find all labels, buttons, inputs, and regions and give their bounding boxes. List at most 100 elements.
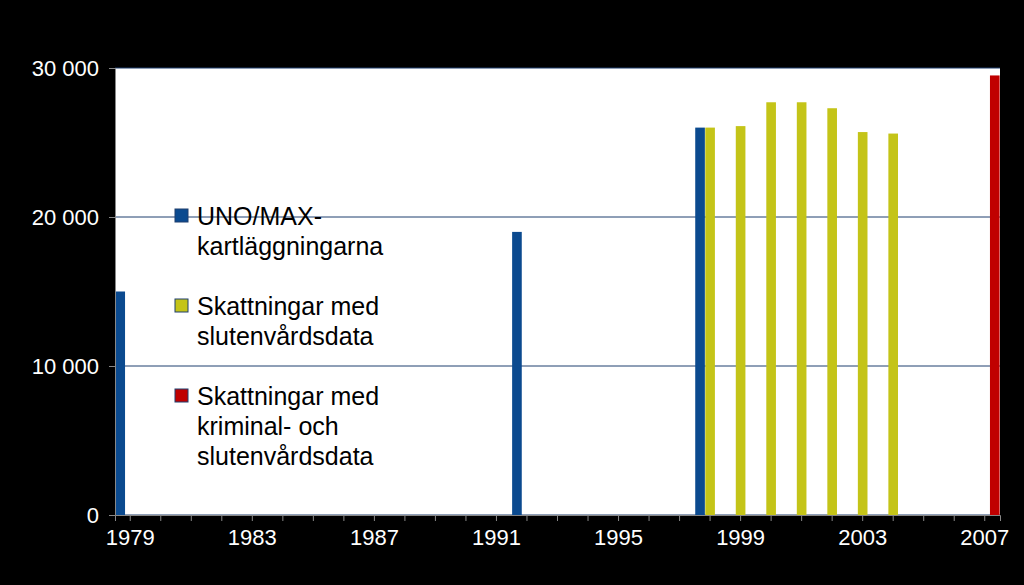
x-axis-line xyxy=(116,516,1001,522)
legend-item: Skattningar medkriminal- ochslutenvårdsd… xyxy=(175,382,379,470)
x-tick-mark xyxy=(496,515,497,521)
grid-line xyxy=(115,68,1000,69)
bar xyxy=(115,292,125,516)
x-tick xyxy=(435,515,436,521)
bars xyxy=(115,75,999,515)
x-tick-mark xyxy=(191,515,192,521)
x-tick-label: 1991 xyxy=(472,525,521,550)
x-tick-mark xyxy=(404,515,405,521)
x-tick-mark xyxy=(160,515,161,521)
x-tick-mark xyxy=(465,515,466,521)
x-tick: 1995 xyxy=(594,515,643,550)
x-tick xyxy=(191,515,192,521)
x-tick xyxy=(465,515,466,521)
x-tick-label: 1983 xyxy=(228,525,277,550)
x-tick-mark xyxy=(710,515,711,521)
series xyxy=(705,102,898,515)
x-tick-mark xyxy=(801,515,802,521)
x-tick: 2003 xyxy=(838,515,887,550)
x-tick-mark xyxy=(557,515,558,521)
x-tick-mark xyxy=(832,515,833,521)
x-tick-mark xyxy=(984,515,985,521)
bar xyxy=(888,134,898,515)
x-tick-label: 2003 xyxy=(838,525,887,550)
grid xyxy=(115,68,1000,515)
x-tick xyxy=(771,515,772,521)
x-tick-mark xyxy=(893,515,894,521)
x-tick xyxy=(893,515,894,521)
legend-item: UNO/MAX-kartläggningarna xyxy=(175,202,383,260)
x-tick xyxy=(313,515,314,521)
bar xyxy=(858,132,868,515)
y-tick: 10 000 xyxy=(32,354,115,379)
y-tick-mark xyxy=(109,366,115,367)
x-tick xyxy=(404,515,405,521)
x-axis: 1979 1983 1987 1991 1995 1999 2003 2007 xyxy=(106,515,1009,550)
legend-swatch xyxy=(175,389,188,402)
legend-label-line: slutenvårdsdata xyxy=(197,442,374,470)
x-tick xyxy=(160,515,161,521)
x-tick xyxy=(710,515,711,521)
y-axis-line xyxy=(109,69,116,516)
x-tick xyxy=(923,515,924,521)
y-tick-label: 30 000 xyxy=(32,56,99,81)
x-tick: 1979 xyxy=(106,515,155,550)
bar xyxy=(736,126,746,515)
x-tick xyxy=(282,515,283,521)
bar xyxy=(797,102,807,515)
plot: 010 00020 00030 000197919831987199119951… xyxy=(32,56,1010,550)
x-tick-mark xyxy=(954,515,955,521)
series xyxy=(990,75,1000,515)
x-tick xyxy=(832,515,833,521)
bar xyxy=(695,128,705,515)
x-tick-mark xyxy=(649,515,650,521)
x-tick-mark xyxy=(282,515,283,521)
series xyxy=(115,128,704,515)
x-tick: 1987 xyxy=(350,515,399,550)
bar xyxy=(827,108,837,515)
x-tick-mark xyxy=(343,515,344,521)
x-tick: 1999 xyxy=(716,515,765,550)
x-tick xyxy=(954,515,955,521)
x-tick-mark xyxy=(862,515,863,521)
x-tick-mark xyxy=(435,515,436,521)
legend: UNO/MAX-kartläggningarna Skattningar med s… xyxy=(175,202,383,470)
background xyxy=(0,0,1024,585)
x-tick xyxy=(221,515,222,521)
x-tick-mark xyxy=(679,515,680,521)
x-tick-label: 1987 xyxy=(350,525,399,550)
x-tick-mark xyxy=(923,515,924,521)
y-tick: 20 000 xyxy=(32,205,115,230)
x-tick: 1991 xyxy=(472,515,521,550)
plot-area xyxy=(115,68,1000,515)
x-tick-mark xyxy=(588,515,589,521)
x-tick-mark xyxy=(130,515,131,521)
x-tick-mark xyxy=(618,515,619,521)
x-tick-mark xyxy=(313,515,314,521)
chart: 010 00020 00030 000197919831987199119951… xyxy=(0,0,1024,585)
x-tick xyxy=(649,515,650,521)
legend-swatch xyxy=(175,299,188,312)
x-tick: 1983 xyxy=(228,515,277,550)
legend-label-line: Skattningar med xyxy=(197,382,379,410)
legend-label-line: Skattningar med xyxy=(197,292,379,320)
x-tick: 2007 xyxy=(960,515,1009,550)
x-tick-label: 1995 xyxy=(594,525,643,550)
bar xyxy=(766,102,776,515)
x-tick xyxy=(343,515,344,521)
y-axis: 0 10 000 20 000 30 000 xyxy=(32,56,116,528)
x-tick-mark xyxy=(221,515,222,521)
legend-label: Skattningar medkriminal- ochslutenvårdsd… xyxy=(197,382,379,470)
x-tick-label: 2007 xyxy=(960,525,1009,550)
y-tick-label: 0 xyxy=(87,503,99,528)
x-tick xyxy=(588,515,589,521)
bar xyxy=(990,75,1000,515)
legend-label: UNO/MAX-kartläggningarna xyxy=(197,202,383,260)
x-tick-mark xyxy=(374,515,375,521)
x-tick-mark xyxy=(771,515,772,521)
x-tick xyxy=(679,515,680,521)
y-tick-label: 10 000 xyxy=(32,354,99,379)
y-tick-mark xyxy=(109,217,115,218)
x-tick xyxy=(526,515,527,521)
y-tick-label: 20 000 xyxy=(32,205,99,230)
